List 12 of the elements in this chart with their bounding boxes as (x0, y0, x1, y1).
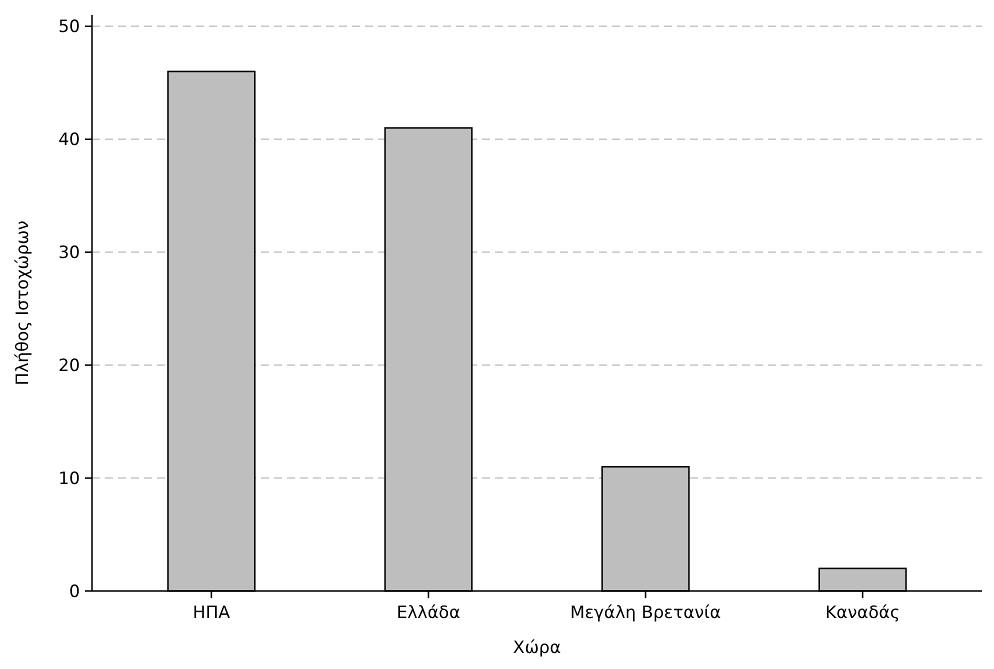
x-tick-label: Ελλάδα (396, 603, 460, 623)
y-tick-label: 30 (58, 243, 80, 264)
y-tick-label: 20 (58, 356, 80, 376)
y-tick-label: 10 (58, 469, 80, 490)
y-tick-label: 40 (58, 130, 80, 150)
x-tick-label: Μεγάλη Βρετανία (570, 603, 721, 623)
x-tick-label: Καναδάς (825, 603, 900, 623)
y-tick-label: 0 (69, 582, 80, 602)
y-axis-title: Πλήθος Ιστοχώρων (13, 220, 33, 386)
x-axis-title: Χώρα (513, 638, 561, 658)
x-tick-label: ΗΠΑ (192, 603, 230, 623)
y-tick-label: 50 (58, 17, 80, 38)
